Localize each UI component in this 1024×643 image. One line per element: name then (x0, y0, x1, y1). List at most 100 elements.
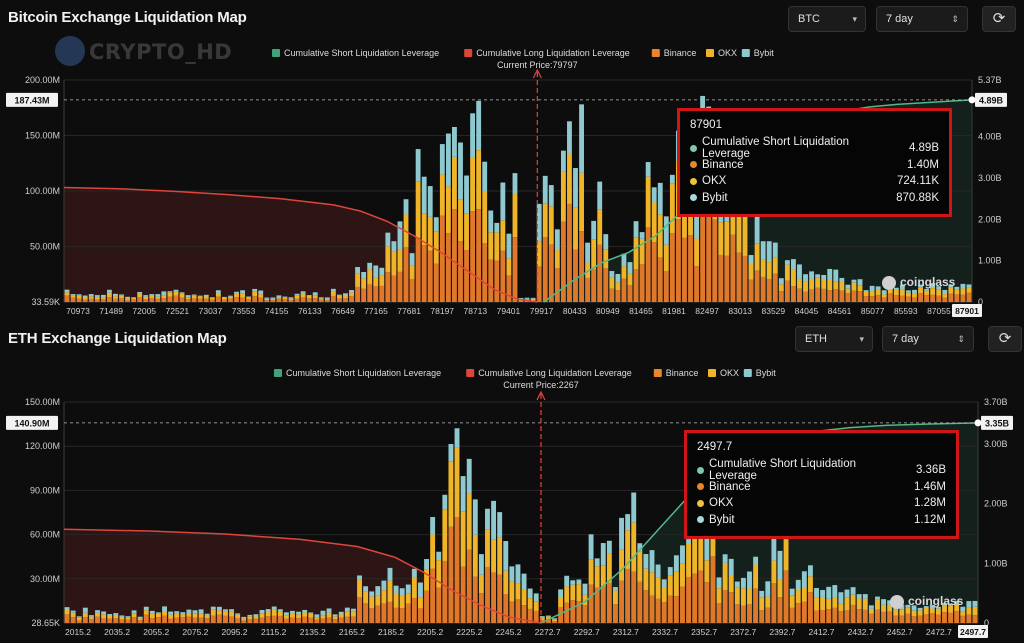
bar-okx-9 (119, 295, 124, 299)
bar-okx-20 (186, 612, 192, 617)
bar-binance-37 (288, 299, 294, 302)
bar-bybit-113 (748, 255, 754, 265)
bar-bybit-78 (539, 616, 545, 618)
tooltip-row-2: OKX 1.28M (697, 495, 946, 512)
legend-swatch-2 (653, 369, 662, 377)
bar-binance-67 (470, 211, 476, 302)
bar-bybit-39 (300, 291, 306, 294)
bar-okx-136 (887, 289, 893, 294)
bar-bybit-31 (253, 614, 259, 617)
bar-okx-53 (385, 246, 391, 273)
bar-binance-75 (518, 300, 524, 302)
watermark-logo-icon (55, 36, 85, 66)
bar-bybit-28 (234, 291, 239, 294)
bar-okx-7 (107, 615, 113, 619)
bar-binance-37 (290, 617, 295, 623)
bar-okx-34 (271, 609, 277, 616)
bar-okx-77 (530, 298, 536, 301)
bar-okx-55 (397, 249, 403, 272)
bar-bybit-23 (203, 294, 209, 297)
bar-okx-84 (573, 207, 578, 250)
bar-binance-90 (609, 288, 615, 302)
bar-okx-63 (448, 461, 454, 527)
btc-refresh-button[interactable]: ⟳ (982, 6, 1016, 32)
bar-okx-74 (515, 583, 521, 600)
bar-bybit-52 (379, 267, 385, 276)
bar-binance-88 (597, 244, 603, 302)
bar-okx-94 (637, 551, 643, 582)
x-tick-0: 70973 (66, 306, 90, 316)
bar-bybit-65 (458, 142, 463, 200)
bar-binance-129 (850, 604, 856, 623)
legend-label-3: OKX (718, 48, 737, 58)
bar-okx-149 (972, 606, 978, 616)
y-right-tick-4: 4.00B (978, 132, 1002, 142)
legend-label-1: Cumulative Long Liquidation Leverage (478, 368, 632, 378)
x-tick-14: 2312.7 (613, 627, 639, 637)
bar-binance-114 (754, 270, 760, 302)
bar-binance-110 (730, 234, 736, 302)
bar-bybit-43 (324, 297, 330, 299)
bar-bybit-31 (252, 288, 258, 292)
bar-binance-29 (240, 297, 245, 302)
bar-binance-96 (649, 595, 655, 623)
bar-binance-95 (639, 264, 645, 302)
bar-okx-149 (966, 287, 972, 293)
bar-okx-68 (478, 574, 484, 594)
bar-bybit-42 (318, 297, 324, 299)
bar-okx-58 (418, 597, 423, 609)
bar-binance-36 (283, 618, 289, 623)
eth-tooltip-title: 2497.7 (697, 441, 733, 453)
bar-bybit-146 (954, 600, 960, 604)
bar-binance-91 (615, 290, 621, 302)
bar-bybit-63 (445, 133, 451, 187)
bar-binance-143 (935, 614, 941, 623)
y-left-tick-0: 33.59K (31, 297, 60, 307)
bar-okx-148 (960, 288, 966, 295)
bar-okx-113 (753, 564, 759, 589)
bar-binance-85 (582, 605, 588, 623)
bar-bybit-3 (82, 295, 88, 298)
bar-okx-36 (283, 615, 289, 619)
bar-binance-93 (627, 285, 633, 302)
bar-okx-22 (197, 296, 203, 299)
bar-binance-87 (594, 587, 600, 623)
bar-okx-23 (204, 615, 210, 619)
tooltip-row-0: Cumulative Short Liquidation Leverage 4.8… (690, 136, 939, 160)
bar-okx-143 (930, 288, 936, 295)
bar-bybit-53 (387, 567, 393, 581)
y-right-tick-2: 2.00B (978, 214, 1002, 224)
bar-binance-52 (379, 285, 385, 302)
bar-bybit-49 (361, 271, 367, 279)
bar-bybit-104 (694, 203, 699, 239)
tooltip-dot-icon (697, 499, 704, 507)
bar-binance-143 (930, 294, 936, 302)
bar-binance-46 (344, 616, 350, 623)
bar-binance-17 (168, 618, 174, 623)
bar-okx-70 (491, 539, 497, 573)
eth-refresh-button[interactable]: ⟳ (988, 326, 1022, 352)
bar-binance-12 (137, 620, 143, 623)
bar-okx-78 (536, 241, 542, 267)
bar-okx-104 (694, 238, 699, 267)
bar-binance-104 (694, 266, 699, 302)
bar-bybit-131 (862, 594, 868, 599)
bar-binance-135 (887, 611, 893, 623)
eth-coin-select[interactable]: ETH ▾ (795, 326, 873, 352)
bar-binance-135 (881, 297, 887, 302)
bar-binance-21 (192, 617, 198, 623)
y-left-tick-5: 150.00M (25, 397, 60, 407)
bar-binance-101 (680, 586, 685, 623)
bar-binance-66 (466, 549, 472, 623)
y-left-tick-1: 30.00M (30, 574, 60, 584)
bar-binance-82 (564, 602, 570, 623)
bar-okx-32 (259, 613, 265, 618)
btc-period-select[interactable]: 7 day ⇕ (876, 6, 968, 32)
btc-coin-select[interactable]: BTC ▾ (788, 6, 866, 32)
bar-bybit-83 (570, 580, 576, 585)
bar-bybit-20 (186, 609, 192, 613)
bar-okx-85 (579, 172, 584, 232)
bar-binance-67 (472, 576, 478, 623)
eth-period-select[interactable]: 7 day ⇕ (882, 326, 974, 352)
bar-bybit-44 (330, 288, 336, 292)
